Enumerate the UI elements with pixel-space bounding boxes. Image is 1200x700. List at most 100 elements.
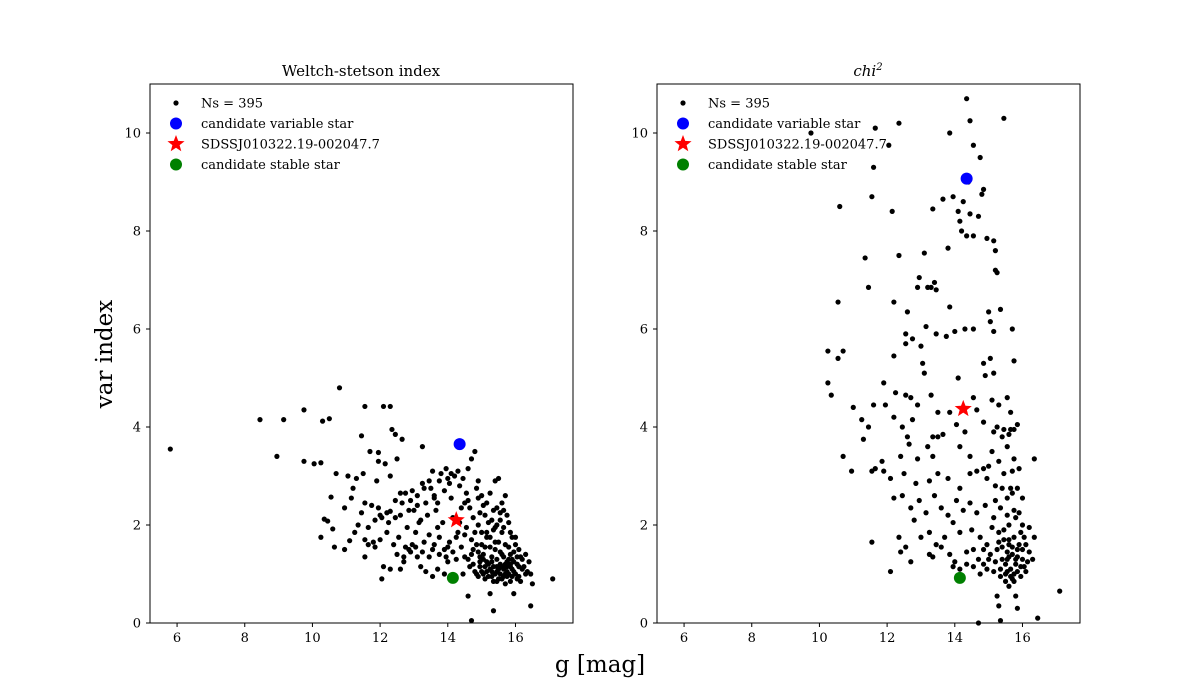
data-point <box>512 534 519 540</box>
variable-star-marker <box>453 438 466 451</box>
y-tick-label: 0 <box>640 617 648 632</box>
data-point <box>414 554 420 560</box>
data-point <box>399 500 405 506</box>
data-point <box>850 404 856 410</box>
data-point <box>443 466 449 472</box>
data-point <box>436 534 442 540</box>
data-point <box>391 542 397 548</box>
data-point <box>468 537 475 543</box>
data-point <box>516 546 522 553</box>
data-point <box>991 429 997 435</box>
data-point <box>480 502 486 508</box>
data-point <box>362 537 368 543</box>
data-point <box>926 529 933 535</box>
x-tick-label: 12 <box>372 631 389 646</box>
data-point <box>380 564 387 570</box>
data-point <box>358 433 365 439</box>
x-ticks-right: 6 8 10 12 14 16 <box>680 623 1031 646</box>
data-point <box>421 539 427 545</box>
data-point <box>928 392 934 398</box>
x-tick-label: 16 <box>507 631 524 646</box>
data-point <box>497 517 503 523</box>
data-point <box>1004 495 1010 501</box>
data-point <box>392 431 398 437</box>
variable-star-marker <box>960 172 973 185</box>
data-point <box>509 556 515 562</box>
data-point <box>1013 556 1019 562</box>
data-point <box>501 573 507 580</box>
data-point <box>438 470 444 477</box>
y-tick-label: 10 <box>124 127 141 142</box>
data-point <box>406 507 412 513</box>
data-point <box>375 458 382 464</box>
legend-dot-icon <box>173 100 179 106</box>
data-point <box>470 561 476 567</box>
data-point <box>436 478 442 484</box>
data-point <box>1019 546 1026 553</box>
data-point <box>1026 524 1032 531</box>
data-point <box>465 556 471 562</box>
data-point <box>506 519 512 526</box>
data-point <box>891 353 897 359</box>
data-point <box>908 395 914 401</box>
data-point <box>397 490 404 496</box>
data-point <box>409 488 415 494</box>
data-point <box>859 417 865 423</box>
data-point <box>375 505 382 511</box>
data-point <box>311 461 317 467</box>
data-point <box>999 434 1005 440</box>
data-point <box>933 287 939 293</box>
data-point <box>977 571 983 577</box>
panel-welch-stetson: Weltch-stetson index 6 8 10 12 14 16 0246810 … <box>124 62 574 646</box>
data-point <box>325 518 331 524</box>
data-point <box>891 299 897 305</box>
data-point <box>835 299 841 305</box>
data-point <box>377 537 383 543</box>
data-point <box>419 444 426 450</box>
data-point <box>979 191 985 197</box>
data-point <box>413 529 419 535</box>
data-point <box>358 510 365 516</box>
data-point <box>881 468 887 474</box>
data-point <box>379 576 385 582</box>
data-point <box>477 564 483 570</box>
data-point <box>423 500 429 506</box>
data-point <box>480 571 486 577</box>
data-point <box>914 456 921 462</box>
data-point <box>970 326 977 332</box>
x-tick-label: 8 <box>748 631 756 646</box>
data-point <box>1004 444 1010 450</box>
data-point <box>898 453 904 459</box>
data-point <box>492 539 498 545</box>
data-point <box>1006 537 1012 543</box>
data-point <box>964 96 970 102</box>
data-point <box>901 470 907 477</box>
data-point <box>479 529 485 535</box>
data-point <box>448 470 454 477</box>
data-point <box>955 375 961 381</box>
data-point <box>435 566 441 572</box>
data-point <box>392 497 398 504</box>
data-point <box>997 573 1004 580</box>
data-point <box>975 556 982 562</box>
data-point <box>947 409 953 415</box>
data-point <box>881 380 887 386</box>
data-point <box>399 436 405 442</box>
x-tick-label: 6 <box>680 631 688 646</box>
data-point <box>1001 470 1007 477</box>
data-point <box>967 470 973 477</box>
data-point <box>886 142 892 148</box>
data-point <box>274 453 280 459</box>
data-point <box>969 527 975 533</box>
data-point <box>355 522 361 528</box>
data-point <box>523 551 529 558</box>
data-point <box>475 522 481 528</box>
data-point <box>445 559 451 565</box>
data-point <box>475 478 481 484</box>
data-point <box>387 566 393 572</box>
y-tick-label: 4 <box>640 421 648 436</box>
data-point <box>1023 542 1029 548</box>
data-point <box>441 571 448 577</box>
data-point <box>1014 605 1020 611</box>
data-point <box>318 460 324 466</box>
